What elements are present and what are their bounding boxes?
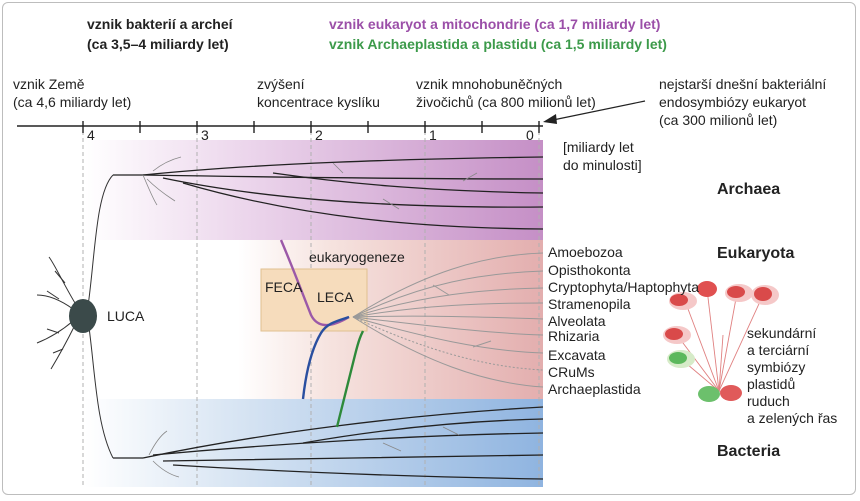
group-stramenopila: Stramenopila: [548, 296, 631, 312]
group-alveolata: Alveolata: [548, 313, 606, 329]
axis-tick-1: 1: [429, 127, 437, 143]
event-earth-line2: (ca 4,6 miliardy let): [13, 94, 132, 110]
archaea-band: [85, 140, 543, 240]
axis-tick-0: 0: [526, 127, 534, 143]
event-oxygen-line1: zvýšení: [257, 76, 305, 92]
group-rhizaria: Rhizaria: [548, 328, 600, 344]
luca-node: [69, 299, 97, 333]
bacteria-branches: [113, 406, 544, 480]
header-eukaryotes: vznik eukaryot a mitochondrie (ca 1,7 mi…: [329, 16, 661, 32]
symbiosis-note-line5: ruduch: [747, 393, 790, 409]
axis-tick-3: 3: [201, 127, 209, 143]
group-amoebozoa: Amoebozoa: [548, 244, 623, 260]
domain-bacteria: Bacteria: [717, 443, 781, 460]
plastid-line: [335, 330, 365, 428]
domain-archaea: Archaea: [717, 181, 781, 198]
axis-tick-4: 4: [87, 127, 95, 143]
archaea-to-feca-line: [301, 315, 350, 400]
group-excavata: Excavata: [548, 347, 606, 363]
symbiosis-note-line2: a terciární: [747, 342, 810, 358]
feca-label: FECA: [265, 279, 303, 295]
symbiosis-note-line3: symbiózy: [747, 359, 806, 375]
axis-tick-2: 2: [315, 127, 323, 143]
event-multicellular-line2: živočichů (ca 800 milionů let): [416, 94, 596, 110]
domain-eukaryota: Eukaryota: [717, 245, 795, 262]
symbiosis-note-line4: plastidů: [747, 376, 796, 392]
archaea-branches: [113, 156, 544, 230]
event-endosymbiosis-line1: nejstarší dnešní bakteriální: [659, 76, 827, 92]
luca-label: LUCA: [107, 308, 145, 324]
tree-diagram-graphic: [17, 100, 779, 487]
symbiosis-note-line6: a zelených řas: [747, 410, 838, 426]
time-axis: [17, 121, 543, 133]
event-multicellular-line1: vznik mnohobuněčných: [416, 76, 563, 92]
header-bacteria-archaea-line1: vznik bakterií a archeí: [87, 16, 233, 32]
event-endosymbiosis-line3: (ca 300 milionů let): [659, 112, 778, 128]
event-endosymbiosis-line2: endosymbiózy eukaryot: [659, 94, 807, 110]
group-opisthokonta: Opisthokonta: [548, 262, 631, 278]
plastid-cells: [663, 281, 779, 402]
tree-of-life-diagram: vznik bakterií a archeí (ca 3,5–4 miliar…: [2, 2, 856, 495]
leca-label: LECA: [317, 289, 354, 305]
eukaryote-branches: [352, 252, 544, 388]
group-crums: CRuMs: [548, 364, 595, 380]
eukaryogenesis-label: eukaryogeneze: [309, 249, 405, 265]
group-cryptophyta-haptophyta: Cryptophyta/Haptophyta: [548, 279, 699, 295]
header-archaeplastida: vznik Archaeplastida a plastidu (ca 1,5 …: [329, 36, 667, 52]
endosymbiosis-arrow: [543, 100, 646, 124]
symbiosis-note-line1: sekundární: [747, 325, 817, 341]
event-oxygen-line2: koncentrace kyslíku: [257, 94, 380, 110]
group-archaeplastida: Archaeplastida: [548, 381, 641, 397]
axis-unit-line1: [miliardy let: [563, 139, 634, 155]
event-earth-line1: vznik Země: [13, 76, 85, 92]
axis-unit-line2: do minulosti]: [563, 157, 642, 173]
luca-root-lines: [36, 174, 114, 459]
header-bacteria-archaea-line2: (ca 3,5–4 miliardy let): [87, 36, 229, 52]
